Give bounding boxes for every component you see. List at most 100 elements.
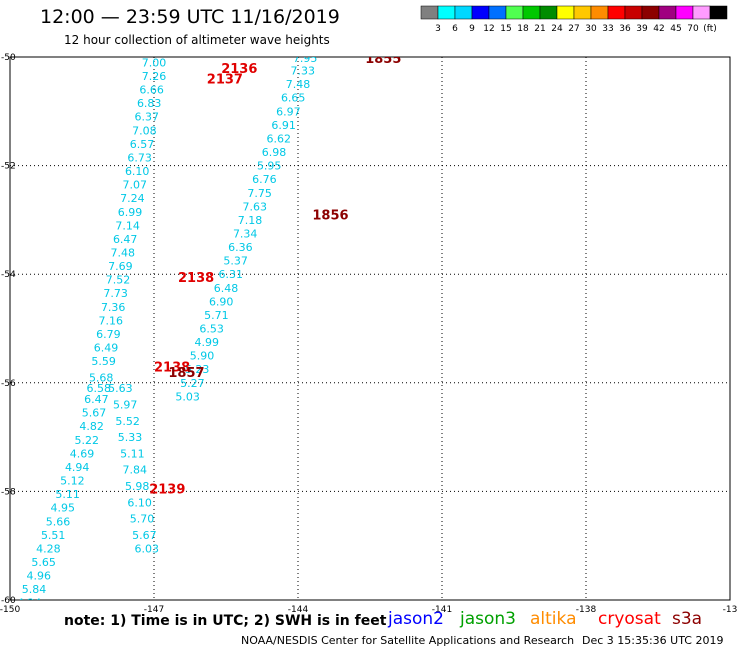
wave-height-value: 7.48 [111,246,136,259]
wave-height-value: 4.28 [36,542,61,555]
page-title: 12:00 — 23:59 UTC 11/16/2019 [40,6,340,28]
satellite-label-altika: altika [530,609,577,629]
wave-height-value: 7.84 [123,464,148,477]
wave-height-value: 5.03 [175,390,200,403]
wave-height-value: 6.37 [135,111,160,124]
wave-height-value: 7.14 [115,219,140,232]
wave-height-value: 6.62 [267,132,292,145]
color-scale-label: 24 [551,24,563,34]
color-scale-label: 6 [452,24,458,34]
x-tick-label: -144 [288,605,309,615]
wave-height-value: 5.22 [75,434,100,447]
y-tick-label: -52 [1,162,16,172]
wave-height-value: 5.59 [91,355,116,368]
x-tick-label: -150 [0,605,20,615]
pass-time-label: 2138 [154,361,190,376]
wave-height-value: 6.83 [137,97,162,110]
wave-height-value: 5.67 [82,407,107,420]
wave-height-value: 6.79 [96,328,121,341]
satellite-label-cryosat: cryosat [598,609,661,629]
y-tick-label: -50 [1,53,16,63]
wave-height-value: 5.51 [41,529,66,542]
wave-height-value: 7.33 [291,65,316,78]
wave-height-value: 6.10 [127,496,152,509]
y-tick-label: -54 [1,270,16,280]
wave-height-value: 6.73 [127,151,152,164]
wave-height-value: 5.37 [223,255,248,268]
plot-frame [9,56,731,601]
wave-height-value: 7.24 [120,192,145,205]
color-swatch [709,5,728,20]
color-scale-label: 15 [500,24,511,34]
color-scale-label: 45 [670,24,681,34]
wave-height-value: 5.11 [55,488,80,501]
wave-height-value: 7.48 [286,78,311,91]
wave-height-value: 5.84 [22,583,47,596]
wave-height-value: 7.63 [243,200,268,213]
x-tick-label: -147 [144,605,164,615]
wave-height-value: 6.49 [94,342,119,355]
wave-height-value: 5.66 [46,515,71,528]
wave-height-value: 6.31 [219,268,244,281]
wave-height-value: 5.68 [89,371,114,384]
wave-height-value: 7.07 [123,179,148,192]
wave-height-value: 7.26 [142,70,167,83]
wave-height-value: 6.57 [130,138,155,151]
x-tick-label: -138 [576,605,597,615]
wave-height-value: 6.48 [214,282,239,295]
pass-time-label: 1857 [168,366,204,381]
wave-height-value: 5.70 [130,513,155,526]
wave-height-value: 6.65 [281,92,306,105]
satellite-label-jason3: jason3 [460,609,516,629]
x-tick-label: -141 [432,605,452,615]
color-scale-legend: 3 6 9 12 15 18 21 24 27 30 33 36 39 42 45 70 (ft) [420,5,728,34]
wave-height-value: 4.69 [70,447,95,460]
color-scale-label: 33 [602,24,613,34]
color-scale-label: 27 [568,24,579,34]
wave-height-value: 6.36 [228,241,253,254]
wave-height-value: 6.99 [118,206,143,219]
satellite-label-s3a: s3a [672,609,703,629]
wave-height-value: 5.97 [113,399,138,412]
wave-height-value: 4.94 [65,461,90,474]
pass-time-label: 2139 [149,483,185,498]
wave-height-value: 6.66 [139,84,164,97]
color-scale-label: 3 [435,24,441,34]
color-scale-label: 12 [483,24,494,34]
y-tick-label: -60 [1,596,16,606]
units-note: note: 1) Time is in UTC; 2) SWH is in fe… [64,613,387,629]
wave-height-value: 6.98 [262,146,287,159]
y-tick-label: -56 [1,379,16,389]
wave-height-value: 4.96 [27,570,52,583]
page-subtitle: 12 hour collection of altimeter wave hei… [64,33,330,47]
wave-height-value: 5.27 [180,377,205,390]
wave-height-value: 7.95 [293,52,318,65]
wave-height-value: 6.53 [199,323,224,336]
color-scale-label: 42 [653,24,664,34]
x-tick-label: -13 [723,605,738,615]
wave-height-value: 7.73 [103,287,128,300]
wave-height-value: 5.95 [257,160,282,173]
wave-height-value: 7.36 [101,301,126,314]
pass-time-label: 2138 [178,271,214,286]
wave-height-value: 4.82 [79,420,104,433]
wave-height-value: 5.67 [132,529,157,542]
wave-height-value: 6.76 [252,173,277,186]
wave-height-value: 7.69 [108,260,133,273]
wave-height-value: 6.47 [113,233,138,246]
pass-time-label: 2136 [221,62,257,77]
wave-height-value: 4.24 [17,597,42,610]
data-layer: 7.007.266.666.836.377.086.576.736.107.07… [17,52,401,614]
wave-height-value: 4.99 [195,336,220,349]
color-scale-label: 21 [534,24,545,34]
wave-height-value: 7.75 [247,187,272,200]
pass-time-label: 1858 [68,599,104,614]
wave-height-value: 5.23 [185,363,210,376]
pass-time-label: 1855 [365,52,401,67]
footer-timestamp: Dec 3 15:35:36 UTC 2019 [582,634,724,647]
wave-height-value: 5.11 [120,447,145,460]
wave-height-value: 5.52 [115,415,140,428]
color-scale-label: 70 [687,24,699,34]
wave-height-value: 6.90 [209,295,234,308]
y-tick-label: -58 [1,487,16,497]
